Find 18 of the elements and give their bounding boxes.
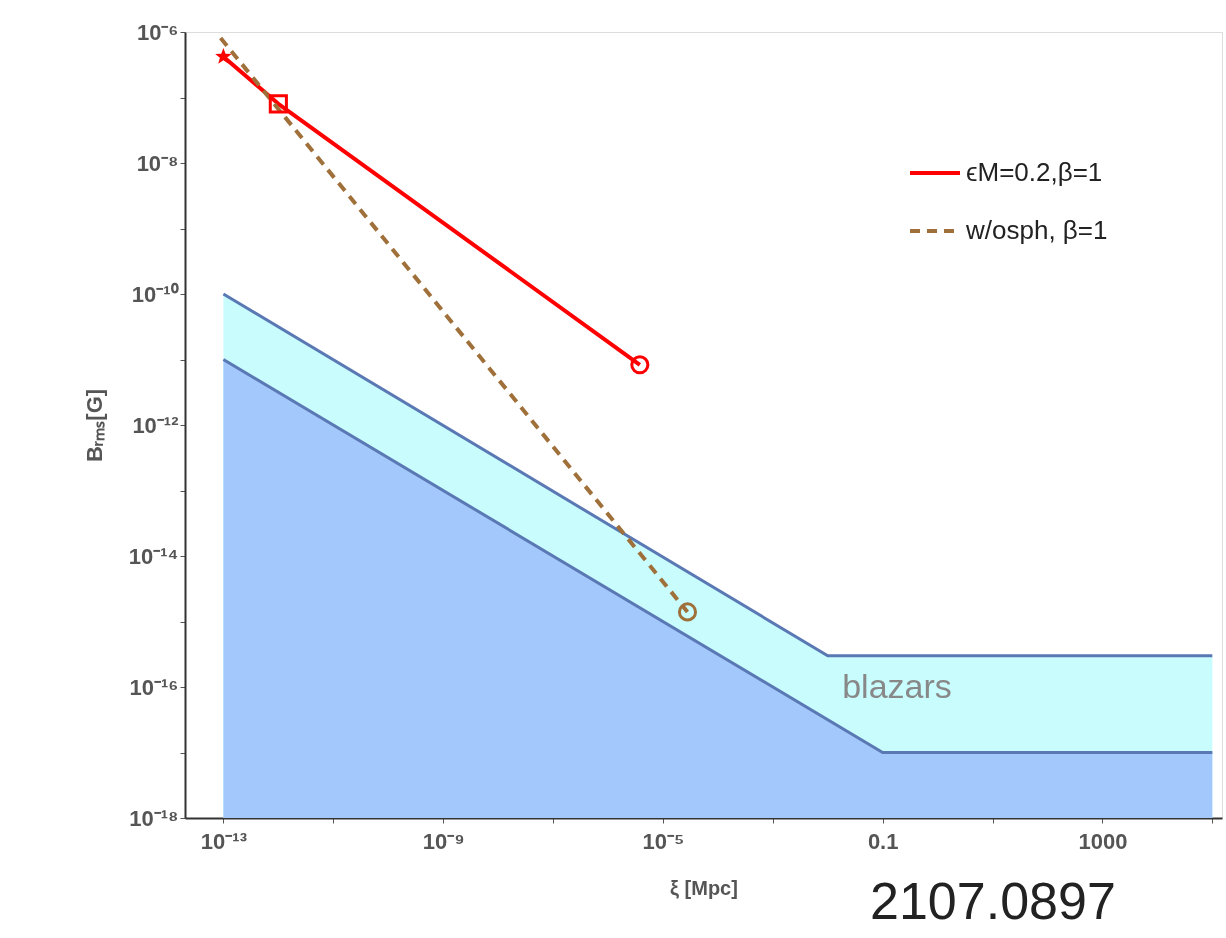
y-axis-title: Bᵣₘₛ[G] xyxy=(81,388,107,463)
y-tick-label: 10⁻⁶ xyxy=(136,19,179,45)
x-tick-label: 10⁻⁹ xyxy=(422,828,465,854)
x-tick-label: 10⁻¹³ xyxy=(200,828,247,854)
y-tick-label: 10⁻¹⁴ xyxy=(128,543,179,569)
x-axis-title: ξ [Mpc] xyxy=(670,876,738,899)
x-tick-label: 10⁻⁵ xyxy=(642,828,685,854)
y-tick-label: 10⁻¹⁶ xyxy=(129,674,179,700)
annotation: blazars xyxy=(842,667,952,705)
legend-label: w/osph, β=1 xyxy=(965,215,1108,245)
y-tick-label: 10⁻¹² xyxy=(132,412,179,438)
y-tick-label: 10⁻¹⁰ xyxy=(131,281,179,307)
x-tick-label: 0.1 xyxy=(867,828,899,854)
text: 2107.0897 xyxy=(870,872,1116,930)
y-tick-label: 10⁻⁸ xyxy=(136,150,179,176)
legend-label: ϵM=0.2,β=1 xyxy=(966,157,1103,187)
x-tick-label: 1000 xyxy=(1078,828,1128,854)
y-tick-label: 10⁻¹⁸ xyxy=(129,805,179,831)
